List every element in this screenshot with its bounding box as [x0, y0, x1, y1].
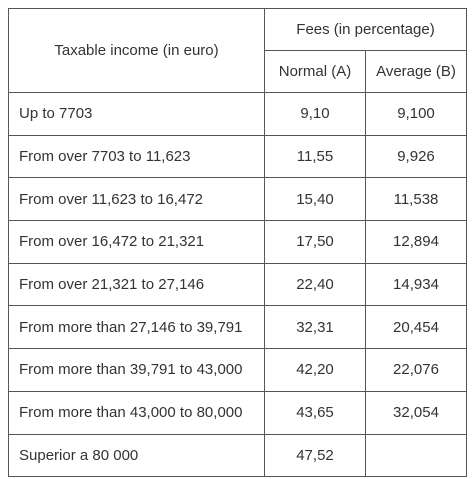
table-cell: 9,10 [264, 92, 366, 136]
table-row: From over 21,321 to 27,146 22,40 14,934 [8, 262, 467, 307]
table-cell: From over 11,623 to 16,472 [8, 177, 265, 222]
table-cell: Superior a 80 000 [8, 433, 265, 478]
table-row: Up to 7703 9,10 9,100 [8, 92, 467, 136]
table-cell: 22,40 [264, 262, 366, 307]
table-row: From more than 27,146 to 39,791 32,31 20,4… [8, 305, 467, 350]
fees-table: Taxable income (in euro) Fees (in percen… [8, 8, 467, 478]
header-cell: Average (B) [365, 50, 467, 93]
table-cell: 17,50 [264, 220, 366, 264]
table-cell: From over 16,472 to 21,321 [8, 220, 265, 264]
table-cell: 43,65 [264, 390, 366, 435]
header-cell: Taxable income (in euro) [8, 8, 265, 93]
table-cell: From over 7703 to 11,623 [8, 134, 265, 179]
table-row: From over 16,472 to 21,321 17,50 12,894 [8, 220, 467, 264]
table-body: Up to 7703 9,10 9,100 From over 7703 to 11,… [8, 92, 467, 478]
table-cell: 15,40 [264, 177, 366, 222]
header-cell: Fees (in percentage) [264, 8, 467, 51]
table-row: From more than 43,000 to 80,000 43,65 32,0… [8, 390, 467, 435]
table-cell: From more than 39,791 to 43,000 [8, 348, 265, 392]
table-cell: From more than 43,000 to 80,000 [8, 390, 265, 435]
table-cell: Up to 7703 [8, 92, 265, 136]
table-cell: 9,100 [365, 92, 467, 136]
table-cell: 20,454 [365, 305, 467, 350]
table-cell: 11,55 [264, 134, 366, 179]
table-cell: From more than 27,146 to 39,791 [8, 305, 265, 350]
table-row: From over 7703 to 11,623 11,55 9,926 [8, 134, 467, 179]
table-cell: 42,20 [264, 348, 366, 392]
table-cell: From over 21,321 to 27,146 [8, 262, 265, 307]
header-cell: Normal (A) [264, 50, 366, 93]
table-cell: 47,52 [264, 433, 366, 478]
table-row: From more than 39,791 to 43,000 42,20 22,0… [8, 348, 467, 392]
table-row: Superior a 80 000 47,52 [8, 433, 467, 478]
table-cell: 11,538 [365, 177, 467, 222]
table-cell: 32,054 [365, 390, 467, 435]
table-cell: 12,894 [365, 220, 467, 264]
table-cell: 9,926 [365, 134, 467, 179]
table-cell: 14,934 [365, 262, 467, 307]
table-cell: 22,076 [365, 348, 467, 392]
table-cell: 32,31 [264, 305, 366, 350]
table-cell [365, 433, 467, 478]
table-row: From over 11,623 to 16,472 15,40 11,538 [8, 177, 467, 222]
